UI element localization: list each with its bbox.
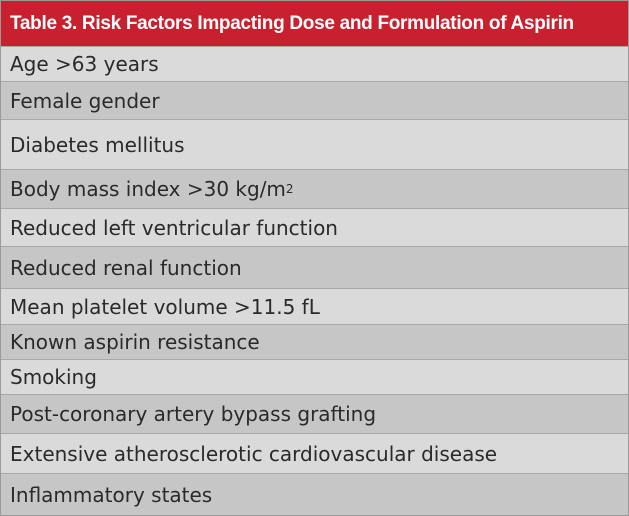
table-row: Diabetes mellitus	[1, 119, 628, 169]
table-title: Table 3. Risk Factors Impacting Dose and…	[1, 1, 628, 46]
superscript: 2	[285, 182, 294, 196]
row-text: Female gender	[10, 88, 160, 113]
table-body: Age >63 years Female gender Diabetes melli…	[1, 46, 628, 515]
table-row: Age >63 years	[1, 46, 628, 81]
row-text: Age >63 years	[10, 52, 159, 76]
table-row: Inflammatory states	[1, 473, 628, 515]
table-row: Female gender	[1, 81, 628, 119]
row-text: Diabetes mellitus	[10, 132, 185, 157]
row-text: Extensive atherosclerotic cardiovascular…	[10, 441, 498, 466]
row-text: Inflammatory states	[10, 482, 213, 507]
row-text: Body mass index >30 kg/m	[10, 177, 286, 201]
table-row: Reduced renal function	[1, 246, 628, 288]
table-row: Post-coronary artery bypass grafting	[1, 394, 628, 433]
table-row: Extensive atherosclerotic cardiovascular…	[1, 433, 628, 473]
row-text: Mean platelet volume >11.5 fL	[10, 294, 320, 319]
row-text: Known aspirin resistance	[10, 330, 260, 354]
table-row: Body mass index >30 kg/m 2	[1, 169, 628, 208]
row-text: Post-coronary artery bypass grafting	[10, 402, 377, 426]
table-row: Smoking	[1, 359, 628, 394]
table-row: Known aspirin resistance	[1, 324, 628, 359]
row-text: Reduced left ventricular function	[10, 215, 338, 240]
row-text: Smoking	[10, 365, 97, 389]
row-text: Reduced renal function	[10, 255, 242, 280]
table-row: Reduced left ventricular function	[1, 208, 628, 246]
table-row: Mean platelet volume >11.5 fL	[1, 288, 628, 324]
